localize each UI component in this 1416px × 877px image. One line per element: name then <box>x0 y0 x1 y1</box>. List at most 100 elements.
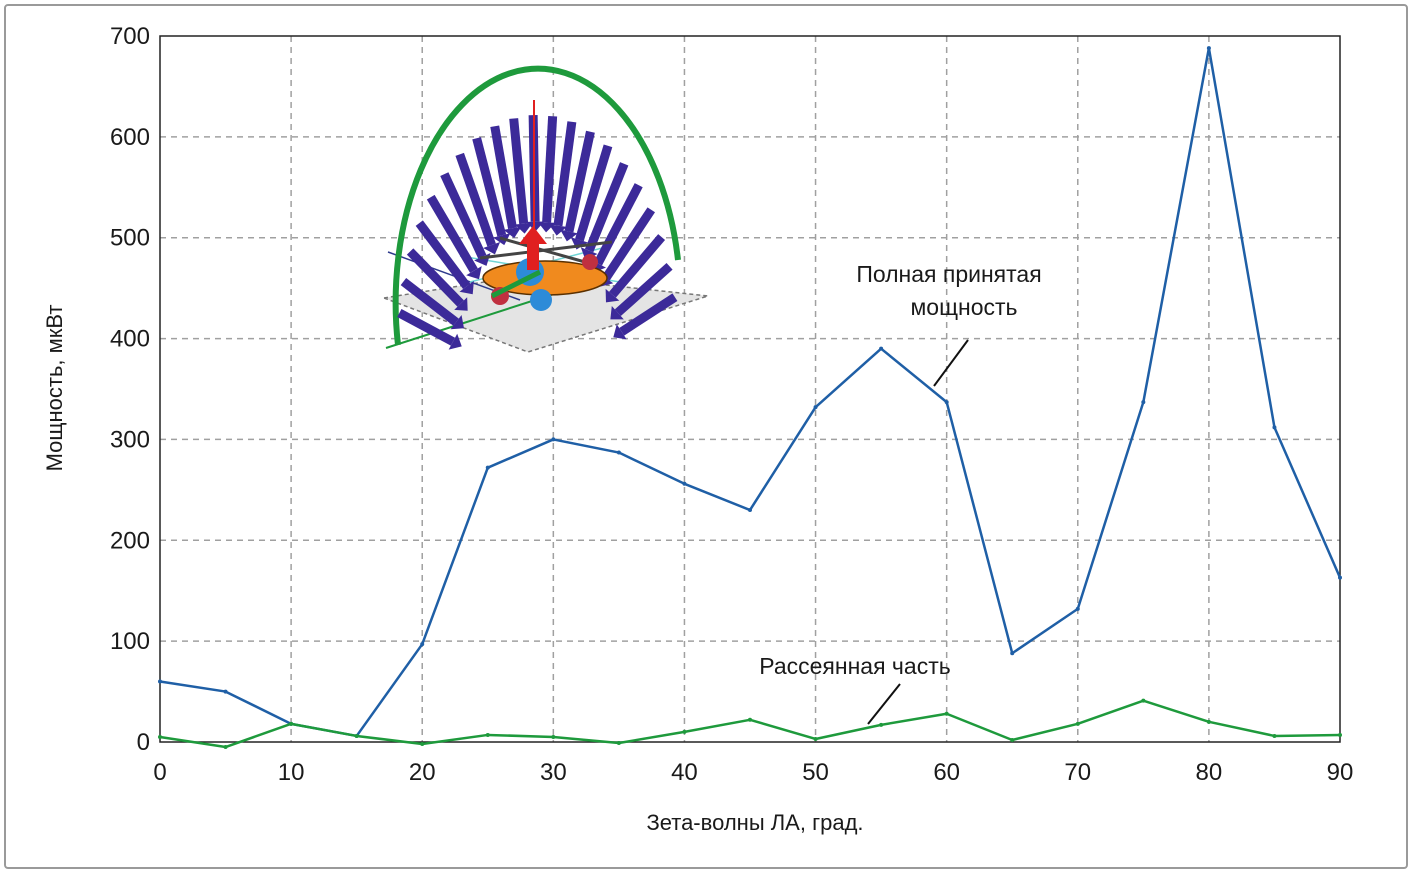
data-point <box>813 405 818 410</box>
inset-arrow <box>564 130 595 233</box>
inset-arrow <box>397 309 456 346</box>
inset-arrow <box>440 172 487 259</box>
inset-arrow-head <box>483 241 501 255</box>
inset-arrow-head <box>613 324 627 340</box>
inset-arrow <box>509 118 529 225</box>
data-point <box>420 642 425 647</box>
data-point <box>289 721 294 726</box>
data-point <box>944 400 949 405</box>
data-point <box>682 729 687 734</box>
inset-arrow <box>614 262 673 317</box>
x-tick-label: 60 <box>933 759 960 786</box>
inset-arrow <box>472 137 507 237</box>
inset-arrow-head <box>605 288 620 303</box>
data-point <box>748 508 752 513</box>
data-point <box>616 741 621 746</box>
inset-arrow-head <box>448 333 462 350</box>
x-tick-label: 80 <box>1196 759 1223 786</box>
data-point <box>1141 400 1146 405</box>
data-point <box>1206 46 1211 51</box>
inset-arrow <box>400 278 459 326</box>
inset-arrow-head <box>560 229 578 242</box>
y-tick-label: 400 <box>110 326 150 353</box>
data-point <box>1272 733 1277 738</box>
y-tick-label: 200 <box>110 527 150 554</box>
data-point <box>1338 732 1342 737</box>
y-tick-label: 0 <box>137 729 150 756</box>
y-tick-label: 700 <box>110 23 150 50</box>
annotation-total-line-2: мощность <box>910 294 1017 320</box>
inset-arrow <box>426 194 478 273</box>
data-point <box>485 732 490 737</box>
inset-arrow <box>602 207 656 281</box>
data-point <box>682 481 687 486</box>
data-point <box>1206 719 1211 724</box>
grid <box>160 36 1340 742</box>
y-axis-label: Мощность, мкВт <box>42 305 67 472</box>
ticks: 0 10 20 30 40 50 60 70 80 90 0 100 200 300 400 500 600 70… <box>110 23 1353 786</box>
helicopter-radiation-pattern-icon <box>381 65 709 353</box>
data-point <box>616 450 621 455</box>
y-tick-label: 300 <box>110 426 150 453</box>
inset-arrow <box>455 152 496 247</box>
data-point <box>223 745 228 750</box>
inset-arrow-head <box>514 222 533 234</box>
data-point <box>879 722 884 727</box>
inset-arrow-head <box>450 314 464 330</box>
data-point <box>1272 425 1277 430</box>
inset-arrow-head <box>454 297 468 311</box>
inset-arrow-head <box>537 221 556 233</box>
data-point <box>223 689 228 694</box>
series-layer <box>158 46 1342 750</box>
annotation-total-line-1: Полная принятая <box>856 261 1041 287</box>
x-tick-label: 0 <box>153 759 166 786</box>
plot-area <box>159 35 1341 743</box>
data-point <box>1338 575 1342 580</box>
x-tick-label: 30 <box>540 759 567 786</box>
data-point <box>420 742 425 747</box>
data-point <box>1010 737 1015 742</box>
data-point <box>551 437 556 442</box>
x-axis-label: Зета-волны ЛА, град. <box>646 810 863 835</box>
x-tick-label: 10 <box>278 759 305 786</box>
data-point <box>551 734 556 739</box>
inset-arrow-head <box>503 226 522 239</box>
inset-arrow <box>575 144 613 242</box>
chart-frame <box>4 4 1408 869</box>
x-tick-label: 70 <box>1064 759 1091 786</box>
data-point <box>1075 721 1080 726</box>
inset-arrow-head <box>549 224 567 236</box>
data-point <box>158 679 162 684</box>
data-point <box>944 711 949 716</box>
series-line-2 <box>159 699 1341 749</box>
annotation-leader-scattered <box>867 683 901 725</box>
data-point <box>813 736 818 741</box>
data-point <box>1010 651 1015 656</box>
inset-arrow <box>406 248 464 307</box>
x-tick-label: 20 <box>409 759 436 786</box>
inset-arrow <box>609 234 666 298</box>
y-tick-label: 500 <box>110 225 150 252</box>
inset-arrow <box>619 293 678 336</box>
annotation-scattered: Рассеянная часть <box>759 653 950 679</box>
data-point <box>1141 698 1146 703</box>
data-point <box>158 734 162 739</box>
y-tick-label: 100 <box>110 628 150 655</box>
x-tick-label: 50 <box>802 759 829 786</box>
inset-arrow <box>490 125 517 230</box>
x-tick-label: 40 <box>671 759 698 786</box>
inset-arrow <box>594 183 643 266</box>
inset-arrow <box>553 121 577 227</box>
inset-arrow <box>415 220 471 290</box>
data-point <box>354 733 359 738</box>
data-point <box>1075 606 1080 611</box>
series-line-1 <box>159 46 1342 738</box>
data-point <box>485 465 490 470</box>
inset-arrow-head <box>459 280 474 295</box>
annotation-leader-total <box>933 339 969 387</box>
inset-arrow-head <box>466 266 482 280</box>
inset-arrow <box>584 162 629 253</box>
inset-arrow-head <box>610 305 624 320</box>
data-point <box>748 717 752 722</box>
